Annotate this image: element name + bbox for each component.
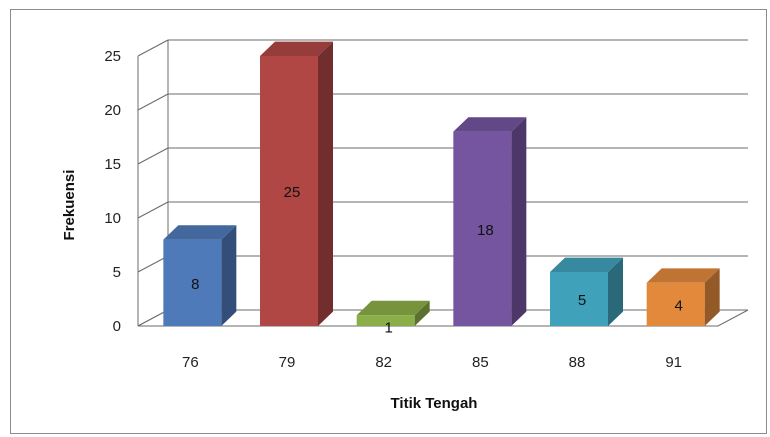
bar-79: [260, 41, 333, 326]
chart-frame: 0 5 10 15 20 25 8 25 1 18 5 4 76 79 82 85 88 91 Frekuen…: [10, 9, 767, 434]
x-tick-label: 88: [569, 354, 586, 371]
bar-top: [163, 225, 237, 240]
bar-91: [646, 268, 720, 326]
x-axis-ticks: 76 79 82 85 88 91: [182, 354, 682, 371]
bar-top: [260, 41, 333, 56]
bar-side: [221, 225, 237, 326]
y-axis-title: Frekuensi: [61, 170, 78, 241]
data-label: 5: [578, 292, 586, 309]
y-axis-ticks: 0 5 10 15 20 25: [104, 48, 121, 335]
bar-76: [163, 225, 237, 326]
data-label: 8: [191, 276, 199, 293]
gridline-diagonal: [137, 201, 169, 219]
gridline-diagonal: [137, 93, 169, 111]
bar-top: [453, 117, 527, 132]
bar-front: [163, 239, 222, 326]
data-label: 18: [477, 222, 494, 239]
data-label: 4: [674, 297, 682, 314]
bar-82: [356, 300, 430, 326]
x-axis-title: Titik Tengah: [391, 395, 478, 412]
y-tick-label: 10: [104, 210, 121, 227]
x-tick-label: 82: [375, 354, 392, 371]
y-tick-label: 0: [113, 318, 121, 335]
y-tick-label: 5: [113, 264, 121, 281]
y-tick-label: 15: [104, 156, 121, 173]
bar-top: [356, 300, 430, 316]
gridline-diagonal: [137, 39, 169, 57]
bars: 8 25 1 18 5 4: [163, 41, 720, 337]
x-tick-label: 91: [665, 354, 682, 371]
bar-top: [646, 268, 720, 283]
data-label: 25: [284, 184, 301, 201]
gridline-diagonal: [137, 147, 169, 165]
bar-side: [318, 41, 333, 326]
y-tick-label: 20: [104, 102, 121, 119]
x-tick-label: 76: [182, 354, 199, 371]
bar-front: [260, 56, 318, 326]
gridline-diagonal: [137, 255, 169, 273]
data-label: 1: [384, 320, 392, 337]
bar-85: [453, 117, 527, 326]
bar-side: [511, 117, 527, 326]
bar-front: [646, 282, 705, 326]
y-tick-label: 25: [104, 48, 121, 65]
x-tick-label: 85: [472, 354, 489, 371]
bar-front: [356, 315, 415, 326]
bar-front: [453, 131, 512, 326]
bar-chart: 0 5 10 15 20 25 8 25 1 18 5 4 76 79 82 85 88 91 Frekuen…: [61, 39, 749, 412]
bar-side: [704, 268, 720, 326]
bar-side: [414, 300, 430, 326]
x-tick-label: 79: [279, 354, 296, 371]
bar-front: [550, 272, 608, 326]
bar-side: [608, 257, 623, 326]
bar-top: [550, 257, 623, 272]
bar-88: [550, 257, 623, 326]
